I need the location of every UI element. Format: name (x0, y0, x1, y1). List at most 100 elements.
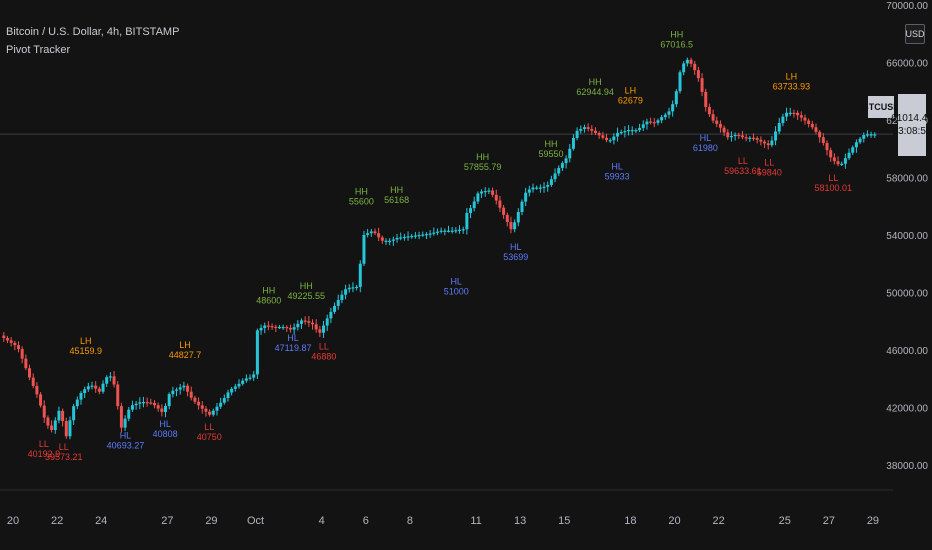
candle (402, 233, 406, 241)
candle (362, 230, 366, 267)
price-axis-background (893, 0, 932, 550)
candle (208, 409, 212, 417)
candle (634, 128, 638, 133)
candle (575, 127, 579, 141)
candle (248, 374, 252, 381)
candle (123, 415, 127, 431)
candle (160, 404, 164, 417)
candle (443, 228, 447, 236)
candle (439, 227, 443, 234)
candle (171, 386, 175, 398)
time-tick-label: 6 (363, 515, 369, 527)
candle (435, 228, 439, 236)
candle (748, 136, 752, 142)
candle (186, 383, 190, 397)
candle (807, 118, 811, 128)
candle (557, 165, 561, 177)
candle (623, 126, 627, 138)
candle (854, 139, 858, 153)
time-tick-label: 11 (470, 515, 481, 527)
candle (358, 260, 362, 293)
candle (568, 143, 572, 163)
symbol-price-tag: BTCUSD (862, 96, 900, 118)
candle (366, 228, 370, 238)
time-axis[interactable]: 20 22 24 27 29 Oct 4 6 8 11 13 15 18 20 22 25 27 29 (0, 489, 893, 527)
pivot-value: 59933 (605, 172, 630, 182)
candle (733, 132, 737, 141)
candle (222, 394, 226, 405)
pivot-type: HL (510, 242, 522, 252)
candle (303, 316, 307, 325)
candle (818, 130, 822, 143)
time-tick-label: 13 (514, 515, 526, 527)
candle (656, 118, 660, 126)
pivot-value: 59550 (539, 149, 564, 159)
price-tick-label: 58000.00 (886, 174, 928, 185)
candle (384, 238, 388, 245)
pivot-type: LH (786, 71, 798, 81)
candle (627, 125, 631, 136)
pivot-type: LL (319, 341, 329, 351)
time-tick-label: 24 (95, 515, 107, 527)
candle (469, 205, 473, 219)
time-tick-label: 22 (712, 515, 724, 527)
candle (744, 134, 748, 142)
candle (61, 408, 65, 427)
price-tick-label: 42000.00 (886, 404, 928, 415)
candle (9, 337, 13, 347)
pivot-value: 46880 (311, 351, 336, 361)
candle (270, 323, 274, 330)
indicator-name[interactable]: Pivot Tracker (6, 44, 71, 56)
candle (711, 109, 715, 124)
time-tick-label: Oct (247, 515, 264, 527)
pivot-type: HH (355, 186, 368, 196)
candle (446, 225, 450, 233)
pivot-type: HL (611, 162, 623, 172)
candle (417, 231, 421, 240)
candle (325, 314, 329, 331)
time-tick-label: 18 (624, 515, 636, 527)
candle (369, 228, 373, 237)
candle (505, 212, 509, 227)
candle (829, 147, 833, 162)
candle (682, 61, 686, 76)
candle (524, 187, 528, 207)
candle (531, 183, 535, 193)
candle (413, 231, 417, 239)
candle (722, 125, 726, 137)
candle (777, 117, 781, 135)
candle (571, 134, 575, 151)
pivot-type: HH (670, 30, 683, 40)
candle (189, 386, 193, 401)
time-tick-label: 15 (558, 515, 570, 527)
candle (527, 185, 531, 197)
candle (862, 132, 866, 143)
price-axis[interactable]: 70000.0066000.0062000.0058000.0054000.00… (886, 0, 932, 550)
pivot-value: 56168 (384, 195, 409, 205)
pivot-type: HH (300, 281, 313, 291)
candle (152, 400, 156, 409)
candle (355, 284, 359, 291)
candle (244, 374, 248, 383)
candle (68, 416, 72, 440)
candle (865, 130, 869, 138)
pivot-value: 59840 (757, 167, 782, 177)
currency-badge[interactable]: USD (905, 24, 925, 44)
symbol-title[interactable]: Bitcoin / U.S. Dollar, 4h, BITSTAMP (6, 26, 180, 38)
candle (428, 230, 432, 238)
candle (90, 381, 94, 390)
candle (498, 195, 502, 213)
candle (454, 227, 458, 234)
candle (53, 417, 57, 434)
candle (20, 346, 24, 364)
candle (458, 225, 462, 234)
candle (788, 107, 792, 117)
candle (50, 420, 54, 433)
time-tick-label: 25 (779, 515, 791, 527)
candle (608, 138, 612, 143)
